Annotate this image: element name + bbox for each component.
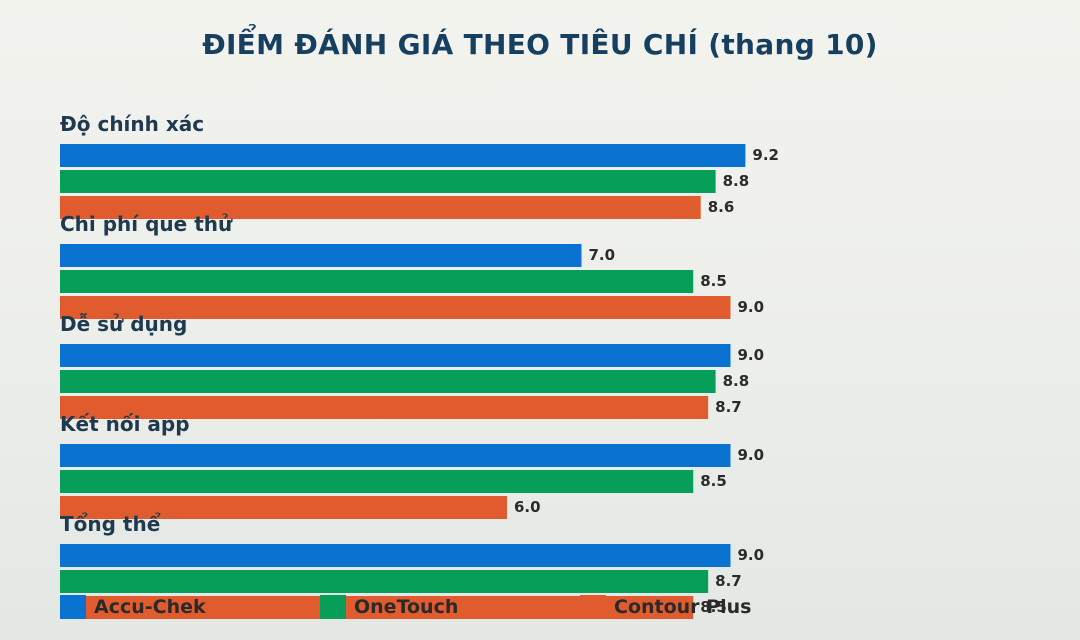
data-label: 9.0 (738, 446, 765, 464)
data-label: 9.0 (738, 346, 765, 364)
data-label: 8.5 (700, 598, 727, 616)
legend-label: OneTouch (354, 596, 459, 618)
legend-swatch (320, 595, 346, 619)
data-label: 8.7 (715, 398, 742, 416)
data-label: 9.0 (738, 546, 765, 564)
legend-swatch (580, 595, 606, 619)
bar-onetouch (60, 370, 716, 393)
data-label: 8.6 (708, 198, 735, 216)
legend-label: Contour Plus (614, 596, 752, 618)
legend-swatch (60, 595, 86, 619)
category-label: Tổng thể (60, 512, 161, 536)
bar-onetouch (60, 270, 694, 293)
data-label: 8.7 (715, 572, 742, 590)
bar-accu-chek (60, 344, 731, 367)
data-label: 8.8 (723, 172, 750, 190)
category-label: Kết nối app (60, 412, 190, 436)
category-label: Chi phí que thử (60, 212, 233, 236)
category-label: Độ chính xác (60, 112, 204, 136)
legend-item: Contour Plus (580, 594, 751, 620)
data-label: 8.5 (700, 272, 727, 290)
data-label: 6.0 (514, 498, 541, 516)
bar-contour-plus (60, 596, 694, 619)
chart-title: ĐIỂM ĐÁNH GIÁ THEO TIÊU CHÍ (thang 10) (202, 28, 878, 61)
legend-item: OneTouch (320, 594, 458, 620)
data-label: 9.0 (738, 298, 765, 316)
bar-contour-plus (60, 496, 507, 519)
bar-accu-chek (60, 444, 731, 467)
chart-legend: Accu-Chek OneTouch Contour Plus (60, 594, 1020, 620)
bar-contour-plus (60, 396, 709, 419)
legend-item: Accu-Chek (60, 594, 206, 620)
bar-accu-chek (60, 544, 731, 567)
bar-contour-plus (60, 296, 731, 319)
bar-onetouch (60, 470, 694, 493)
bar-onetouch (60, 570, 709, 593)
bar-accu-chek (60, 244, 582, 267)
legend-label: Accu-Chek (94, 596, 206, 618)
bar-accu-chek (60, 144, 746, 167)
data-label: 8.5 (700, 472, 727, 490)
data-label: 9.2 (752, 146, 779, 164)
bar-contour-plus (60, 196, 701, 219)
data-label: 7.0 (589, 246, 616, 264)
data-label: 8.8 (723, 372, 750, 390)
bar-onetouch (60, 170, 716, 193)
category-label: Dễ sử dụng (60, 312, 187, 336)
